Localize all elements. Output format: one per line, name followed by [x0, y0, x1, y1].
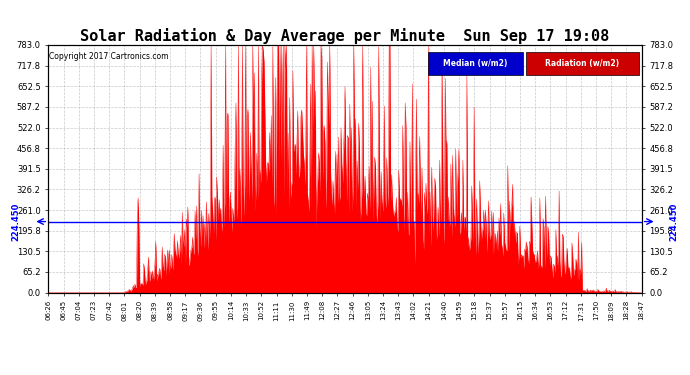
FancyBboxPatch shape	[428, 53, 523, 75]
FancyBboxPatch shape	[526, 53, 639, 75]
Text: Copyright 2017 Cartronics.com: Copyright 2017 Cartronics.com	[49, 53, 168, 62]
Title: Solar Radiation & Day Average per Minute  Sun Sep 17 19:08: Solar Radiation & Day Average per Minute…	[80, 28, 610, 44]
Text: Median (w/m2): Median (w/m2)	[444, 59, 508, 68]
Text: 224.450: 224.450	[11, 202, 20, 241]
Text: 224.450: 224.450	[670, 202, 679, 241]
Text: Radiation (w/m2): Radiation (w/m2)	[545, 59, 620, 68]
